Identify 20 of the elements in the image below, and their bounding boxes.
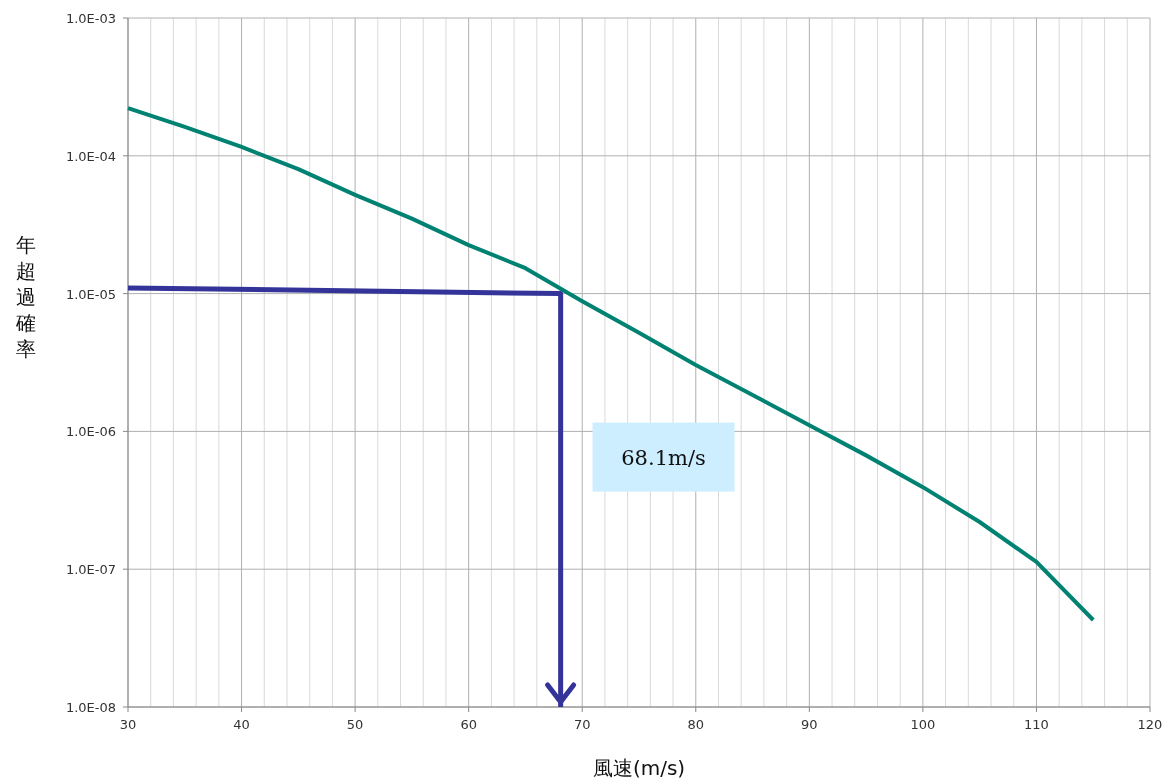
x-tick-label: 40 xyxy=(233,717,250,732)
y-tick-label: 1.0E-05 xyxy=(65,286,116,302)
y-tick-label: 1.0E-07 xyxy=(65,562,116,578)
x-tick-label: 80 xyxy=(687,717,705,732)
y-axis-title: 年超過確率 xyxy=(15,233,36,361)
x-axis-title: 風速(m/s) xyxy=(592,756,686,780)
x-tick-label: 120 xyxy=(1137,717,1163,732)
line-series xyxy=(126,106,1096,622)
x-tick-label: 70 xyxy=(573,717,591,732)
x-tick-label: 90 xyxy=(801,717,818,732)
x-tick-label: 100 xyxy=(910,717,936,732)
x-tick-label: 60 xyxy=(460,717,477,732)
y-tick-label: 1.0E-08 xyxy=(65,700,116,715)
x-tick-label: 110 xyxy=(1024,717,1049,732)
annotation: 68.1m/s xyxy=(621,445,706,470)
x-tick-label: 30 xyxy=(119,717,137,732)
y-tick-label: 1.0E-03 xyxy=(65,11,116,26)
x-tick-label: 50 xyxy=(346,717,364,732)
y-tick-label: 1.0E-06 xyxy=(65,424,116,440)
y-tick-label: 1.0E-04 xyxy=(65,148,116,164)
